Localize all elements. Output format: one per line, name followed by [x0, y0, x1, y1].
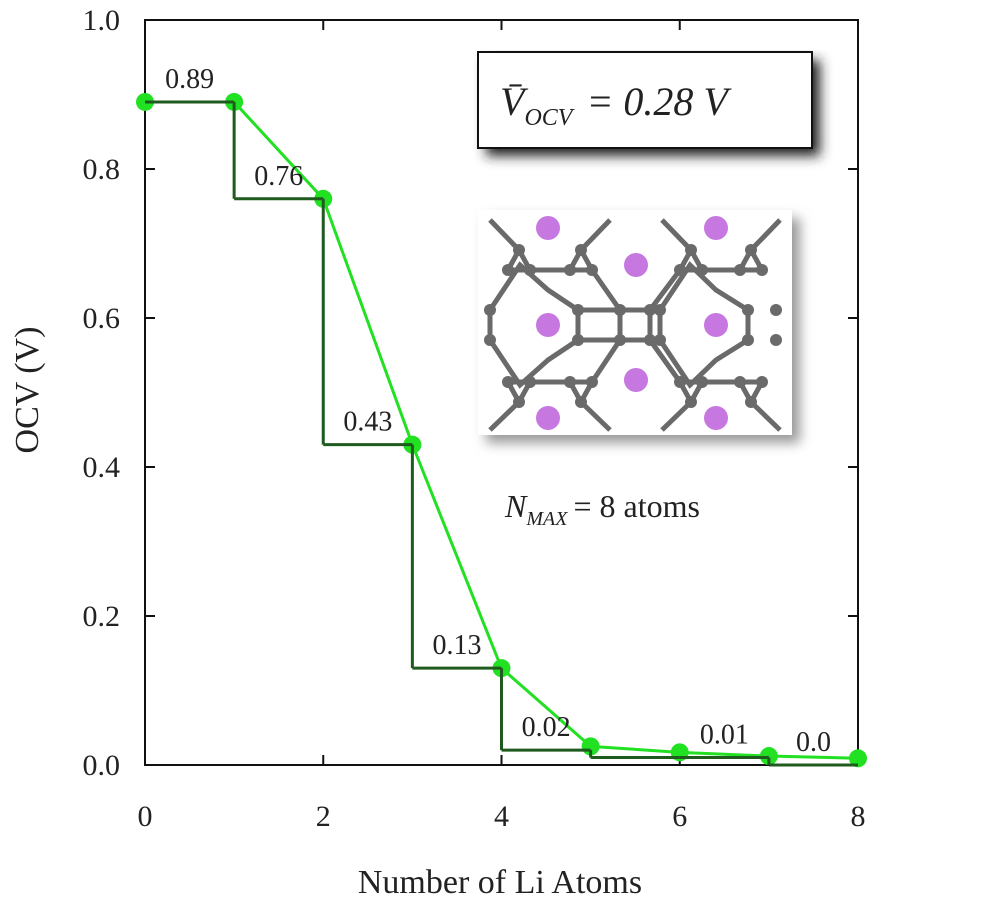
y-tick-label: 1.0 [83, 4, 121, 37]
annotation-subscript: MAX [525, 508, 568, 530]
y-tick-label: 0.8 [83, 153, 121, 186]
annotation-subscript: OCV [524, 105, 574, 131]
y-axis-label: OCV (V) [9, 327, 46, 454]
x-tick-label: 8 [851, 800, 866, 833]
x-axis-label: Number of Li Atoms [358, 864, 642, 901]
y-tick-label: 0.2 [83, 600, 121, 633]
x-tick-label: 2 [316, 800, 331, 833]
data-label: 0.13 [432, 630, 481, 661]
x-tick-label: 0 [138, 800, 153, 833]
annotation-symbol: N [504, 488, 528, 524]
annotation-text: = 8 atoms [573, 488, 699, 524]
structure-inset [478, 210, 800, 443]
y-tick-label: 0.6 [83, 302, 121, 335]
y-tick-label: 0.0 [83, 749, 121, 782]
x-tick-label: 6 [672, 800, 687, 833]
data-point [849, 749, 867, 768]
data-label: 0.76 [254, 161, 303, 192]
y-tick-label: 0.4 [83, 451, 121, 484]
data-label: 0.89 [165, 64, 214, 95]
annotation-text: = 0.28 V [586, 79, 732, 124]
annotation: NMAX = 8 atoms [504, 488, 700, 530]
mean-ocv-box: V̄OCV = 0.28 V [477, 51, 820, 156]
annotation: V̄OCV = 0.28 V [500, 79, 732, 131]
x-tick-label: 4 [494, 800, 509, 833]
data-label: 0.01 [700, 720, 749, 751]
data-label: 0.43 [343, 407, 392, 438]
annotation-symbol: V̄ [500, 79, 529, 124]
data-label: 0.02 [522, 712, 571, 743]
data-label: 0.0 [796, 727, 831, 758]
